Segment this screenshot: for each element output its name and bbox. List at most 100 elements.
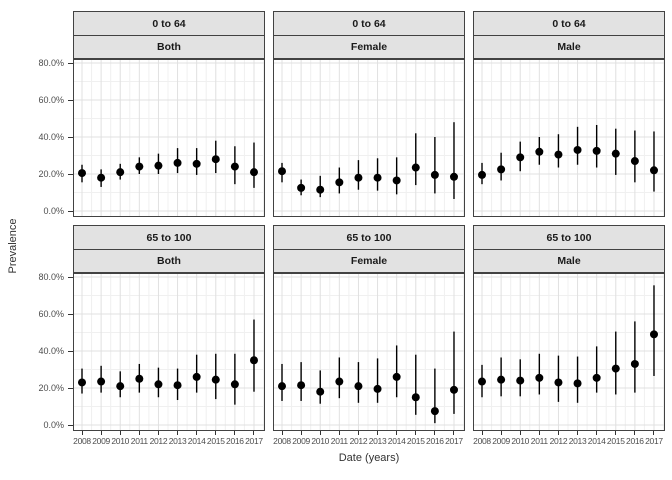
x-tick-label: 2014 <box>387 436 406 446</box>
y-tick-mark <box>68 62 73 64</box>
data-point <box>354 173 363 182</box>
series-points <box>78 319 258 405</box>
panel-border <box>473 59 665 217</box>
x-tick-mark <box>377 431 379 435</box>
x-tick-label: 2017 <box>645 436 663 446</box>
data-point <box>516 376 525 385</box>
x-tick-mark <box>234 431 236 435</box>
data-point <box>497 375 506 384</box>
y-tick-label: 60.0% <box>38 94 64 105</box>
x-tick-mark <box>119 431 121 435</box>
panel-border <box>273 59 465 217</box>
y-tick-label: 0.0% <box>43 205 64 216</box>
x-tick-mark <box>577 431 579 435</box>
data-point <box>154 161 163 170</box>
x-tick-label: 2014 <box>187 436 206 446</box>
x-tick-mark <box>557 431 559 435</box>
data-point <box>392 372 401 381</box>
x-tick-mark <box>319 431 321 435</box>
x-tick-mark <box>634 431 636 435</box>
x-tick-label: 2013 <box>168 436 187 446</box>
data-point <box>478 170 486 179</box>
data-point <box>335 377 344 386</box>
x-tick-mark <box>81 431 83 435</box>
data-point <box>354 382 363 391</box>
x-tick-mark <box>100 431 102 435</box>
x-tick-label: 2009 <box>492 436 510 446</box>
series-points <box>78 140 258 188</box>
facet-panel-plot <box>273 273 465 431</box>
facet-strip-sex: Male <box>473 249 665 273</box>
data-point <box>78 169 86 178</box>
y-tick-mark <box>68 350 73 352</box>
data-point <box>230 380 239 389</box>
x-tick-mark <box>519 431 521 435</box>
x-tick-label: 2015 <box>206 436 225 446</box>
data-point <box>211 155 220 164</box>
x-tick-label: 2013 <box>568 436 587 446</box>
data-point <box>554 150 563 159</box>
data-point <box>516 153 525 162</box>
y-axis-title: Prevalence <box>7 218 19 274</box>
data-point <box>316 387 325 396</box>
panel-border <box>473 273 665 431</box>
data-point <box>630 359 639 368</box>
data-point <box>592 373 601 382</box>
data-point <box>554 378 563 387</box>
facet-strip-sex: Female <box>273 249 465 273</box>
data-point <box>411 393 420 402</box>
data-point <box>592 146 601 155</box>
data-point <box>373 173 382 182</box>
x-axis-title: Date (years) <box>338 452 400 464</box>
x-tick-label: 2012 <box>349 436 368 446</box>
grid <box>473 273 665 431</box>
data-point <box>497 165 506 174</box>
x-tick-label: 2012 <box>149 436 168 446</box>
grid <box>73 59 265 217</box>
facet-strip-sex: Female <box>273 35 465 59</box>
data-point <box>373 384 382 393</box>
grid <box>273 273 465 431</box>
series-points <box>478 124 658 192</box>
data-point <box>97 377 106 386</box>
x-tick-label: 2010 <box>511 436 530 446</box>
data-point <box>316 185 325 194</box>
x-tick-mark <box>396 431 398 435</box>
x-tick-mark <box>500 431 502 435</box>
facet-panel-plot <box>73 59 265 217</box>
x-tick-mark <box>415 431 417 435</box>
data-point <box>97 173 106 182</box>
facet-strip-sex: Both <box>73 35 265 59</box>
y-tick-label: 80.0% <box>38 57 64 68</box>
y-tick-mark <box>68 99 73 101</box>
series-points <box>278 331 458 424</box>
data-point <box>449 385 458 394</box>
y-tick-label: 60.0% <box>38 308 64 319</box>
data-point <box>192 372 201 381</box>
y-tick-label: 0.0% <box>43 419 64 430</box>
data-point <box>230 162 239 171</box>
x-tick-mark <box>138 431 140 435</box>
x-tick-mark <box>281 431 283 435</box>
facet-strip-age-group: 65 to 100 <box>473 225 665 250</box>
data-point <box>335 178 344 187</box>
data-point <box>611 149 620 158</box>
data-point <box>630 157 639 166</box>
data-point <box>611 364 620 373</box>
x-tick-label: 2014 <box>587 436 606 446</box>
y-tick-mark <box>68 276 73 278</box>
data-point <box>430 407 439 416</box>
x-tick-mark <box>177 431 179 435</box>
facet-strip-age-group: 65 to 100 <box>73 225 265 250</box>
x-tick-label: 2012 <box>549 436 568 446</box>
series-points <box>278 122 458 199</box>
y-tick-label: 20.0% <box>38 168 64 179</box>
y-tick-mark <box>68 173 73 175</box>
data-point <box>116 382 125 391</box>
data-point <box>135 162 144 171</box>
y-tick-mark <box>68 313 73 315</box>
x-tick-label: 2011 <box>130 436 148 446</box>
x-tick-label: 2016 <box>226 436 244 446</box>
y-tick-label: 40.0% <box>38 345 64 356</box>
